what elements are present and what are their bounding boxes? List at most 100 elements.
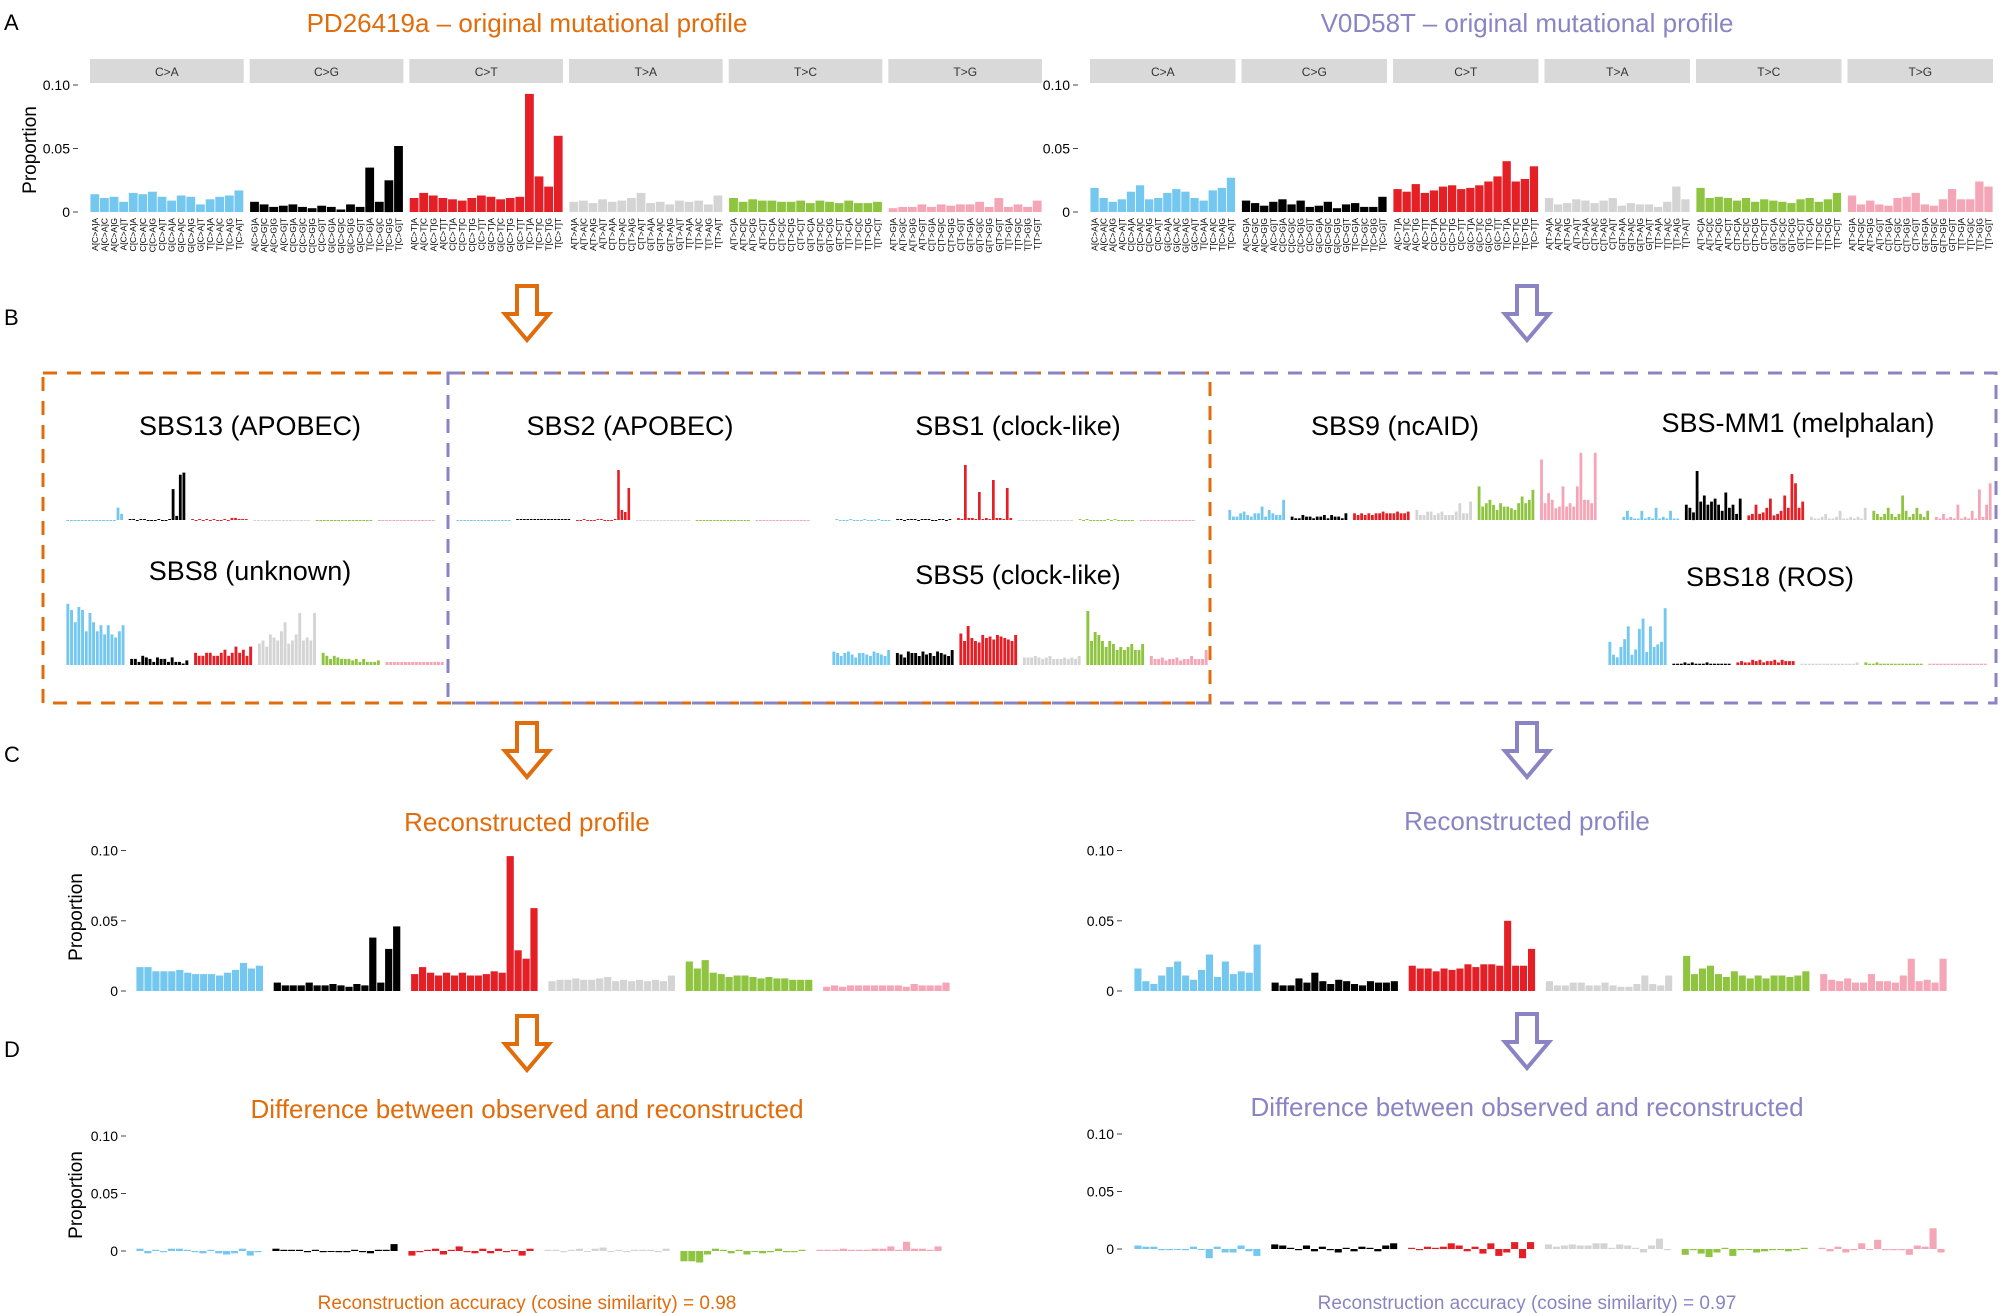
sig-sbs1-bar	[887, 520, 891, 521]
v0-reconstructed-bar	[1714, 974, 1722, 991]
v0-difference-bar	[1334, 1249, 1342, 1253]
pd-reconstructed-bar	[442, 972, 451, 991]
sig-sbs13-bar	[182, 472, 186, 520]
sig-sbs5-bar	[1197, 659, 1201, 665]
sig-sbs2-bar	[796, 520, 800, 521]
pd-difference-bar	[495, 1248, 503, 1251]
sig-sbs8-bar	[216, 655, 219, 665]
pd-reconstructed-bar	[894, 985, 902, 991]
sig-sbs18-bar	[1740, 661, 1743, 665]
v0-original-bar	[1278, 199, 1287, 212]
v0-reconstructed-bar	[1245, 972, 1253, 991]
sig-sbs2-bar	[550, 519, 554, 520]
sig-sbs8-bar	[294, 634, 298, 665]
pd-reconstructed-bar	[805, 979, 813, 991]
v0-reconstructed-bar	[1665, 975, 1673, 991]
sig-sbs1-bar	[842, 520, 846, 521]
sig-sbs1-bar	[873, 520, 877, 521]
sig-sbs2-bar	[540, 519, 543, 520]
sig-sbs13-bar	[164, 520, 168, 521]
facet-strip-label: T>C	[794, 65, 817, 79]
sig-sbs2-bar	[579, 520, 583, 521]
sig-sbsmm1-bar	[1629, 516, 1633, 520]
sig-sbsmm1-bar	[1934, 516, 1938, 520]
facet-strip-label: C>G	[1302, 65, 1327, 79]
pd-reconstructed-ytick-label: 0	[110, 983, 118, 999]
sig-sbs18-bar	[1844, 663, 1848, 665]
v0-reconstructed-bar	[1237, 971, 1245, 991]
context-tick-label: G[T>G]C	[975, 218, 985, 252]
sig-sbs13-bar	[66, 520, 70, 521]
v0-reconstructed-bar	[1424, 968, 1432, 991]
v0-difference-bar	[1279, 1245, 1287, 1249]
sig-sbs5-bar	[977, 642, 981, 665]
sig-sbs1-bar	[1146, 520, 1150, 521]
sig-sbs13-bar	[178, 474, 182, 520]
sig-sbs1-bar	[948, 519, 952, 520]
sig-sbsmm1-bar	[1765, 507, 1769, 520]
sig-sbs8-bar	[185, 660, 189, 665]
sig-sbs13-bar	[132, 519, 136, 520]
v0-difference-bar	[1689, 1249, 1697, 1251]
sig-sbs1-bar	[917, 520, 920, 521]
sig-sbs13-bar	[157, 519, 161, 520]
context-tick-label: C[T>A]T	[636, 218, 646, 250]
sig-sbsmm1-bar	[1820, 516, 1824, 520]
sig-sbs18-bar	[1886, 663, 1890, 665]
sig-sbs9-bar	[1510, 508, 1513, 520]
context-tick-label: T[C>A]A	[205, 218, 215, 251]
context-tick-label: G[C>G]C	[336, 218, 346, 253]
sig-sbs1-bar	[1191, 520, 1195, 521]
context-tick-label: T[T>G]T	[1032, 218, 1042, 250]
sig-sbs18-bar	[1634, 649, 1638, 665]
sig-sbs5-bar	[1052, 659, 1056, 665]
sig-sbs13-bar	[150, 520, 153, 521]
sig-sbs2-bar	[470, 520, 473, 521]
v0-original-ytick-label: 0.10	[1043, 77, 1070, 93]
pd-original-bar	[176, 195, 186, 212]
sig-sbs18-bar	[1804, 663, 1807, 665]
context-tick-label: C[C>A]A	[1126, 218, 1136, 252]
sig-sbs9-bar	[1415, 509, 1419, 520]
sig-sbs8-bar	[276, 640, 280, 665]
context-tick-label: C[T>A]G	[1599, 218, 1609, 251]
v0-difference-bar	[1632, 1247, 1640, 1249]
sig-sbs5-bar	[974, 641, 977, 665]
sig-sbs8-bar	[81, 609, 84, 665]
pd-original-bar	[675, 200, 684, 212]
v0-difference-ytick-label: 0.05	[1087, 1184, 1114, 1200]
v0-difference-bar	[1205, 1249, 1213, 1259]
v0-difference-bar	[1423, 1246, 1431, 1249]
pd-original-bar	[119, 201, 128, 212]
sig-sbs18-bar	[1713, 663, 1716, 665]
context-tick-label: T[T>A]T	[713, 218, 723, 249]
context-tick-label: C[C>T]T	[476, 218, 486, 250]
sig-sbs9-bar	[1319, 516, 1323, 520]
pd-original-bar	[684, 201, 694, 212]
sig-sbsmm1-bar	[1967, 518, 1970, 520]
sig-sbs1-bar	[1078, 519, 1082, 520]
sig-sbs9-bar	[1492, 504, 1495, 520]
sig-sbs9-bar	[1353, 513, 1356, 520]
v0-difference-bar	[1495, 1249, 1503, 1256]
pd-original-bar	[853, 203, 863, 212]
sig-sbs18-bar	[1751, 659, 1755, 665]
pd-difference-bar	[727, 1251, 735, 1254]
v0-difference-bar	[1189, 1246, 1197, 1249]
context-tick-label: G[T>G]T	[1947, 218, 1957, 251]
v0-difference-bar	[1792, 1249, 1800, 1251]
sig-sbs8-bar	[354, 658, 358, 665]
sig-sbs2-bar	[776, 520, 779, 521]
sig-sbs2-bar	[533, 519, 536, 520]
pd-original-bar	[224, 195, 234, 212]
v0-original-bar	[1529, 166, 1539, 212]
sig-sbs18-bar	[1875, 662, 1879, 665]
pd-difference-bar	[782, 1251, 790, 1253]
v0-reconstructed-bar	[1569, 982, 1577, 991]
sig-sbsmm1-bar	[1856, 516, 1860, 520]
sig-sbs18-bar	[1822, 663, 1826, 665]
pd-original-bar	[298, 206, 307, 212]
chart-layer: 00.050.10C>AA[C>A]A A[C>A]C A[C>A]G A[C>A]T…	[43, 59, 1994, 1263]
pd-reconstructed-bar	[556, 979, 564, 991]
context-tick-label: A[C>T]T	[1420, 218, 1430, 250]
